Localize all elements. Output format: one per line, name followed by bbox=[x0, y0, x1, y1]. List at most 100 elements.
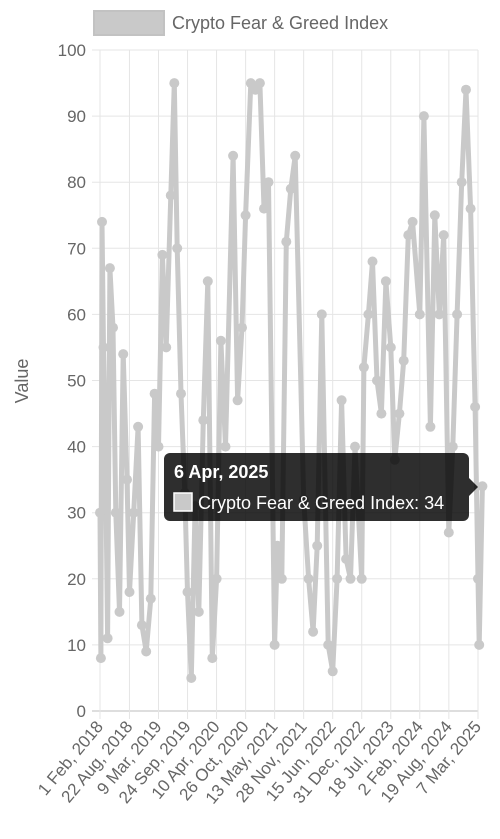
tooltip-swatch bbox=[173, 492, 193, 512]
data-point bbox=[240, 210, 251, 221]
data-point bbox=[128, 507, 139, 518]
data-point bbox=[303, 573, 314, 584]
data-point bbox=[263, 177, 274, 188]
tooltip-box bbox=[164, 453, 469, 521]
data-point bbox=[157, 249, 168, 260]
legend-label[interactable]: Crypto Fear & Greed Index bbox=[172, 13, 388, 33]
data-point bbox=[176, 388, 186, 399]
tooltip-caret bbox=[469, 478, 478, 496]
tooltip-label: Crypto Fear & Greed Index: 34 bbox=[198, 493, 444, 513]
data-point bbox=[350, 441, 360, 452]
data-point bbox=[108, 322, 118, 333]
data-point bbox=[474, 639, 485, 650]
data-point bbox=[372, 375, 382, 386]
data-point bbox=[110, 507, 121, 518]
data-point bbox=[465, 203, 476, 214]
data-point bbox=[316, 309, 327, 320]
data-point bbox=[434, 309, 445, 320]
data-point bbox=[122, 474, 132, 485]
data-point bbox=[438, 230, 449, 241]
data-point bbox=[237, 322, 247, 333]
data-point bbox=[290, 150, 301, 161]
data-point bbox=[281, 236, 292, 247]
legend[interactable]: Crypto Fear & Greed Index bbox=[93, 10, 388, 36]
data-point bbox=[114, 606, 125, 617]
data-point bbox=[207, 653, 218, 664]
data-point bbox=[104, 263, 115, 274]
data-point bbox=[414, 309, 425, 320]
data-point bbox=[473, 573, 483, 584]
data-point bbox=[133, 421, 144, 432]
data-point bbox=[418, 111, 429, 122]
data-point bbox=[254, 78, 265, 89]
data-point bbox=[276, 573, 287, 584]
tooltip-title: 6 Apr, 2025 bbox=[174, 462, 268, 482]
data-point bbox=[259, 203, 269, 214]
data-point bbox=[429, 210, 440, 221]
series-fear-greed[interactable] bbox=[95, 78, 488, 683]
data-point bbox=[470, 401, 481, 412]
data-point bbox=[332, 573, 343, 584]
y-tick-label: 20 bbox=[67, 570, 86, 589]
y-tick-label: 80 bbox=[67, 173, 86, 192]
data-point bbox=[398, 355, 409, 366]
data-point bbox=[385, 342, 396, 353]
y-tick-label: 40 bbox=[67, 438, 86, 457]
data-point bbox=[477, 481, 488, 492]
data-point bbox=[452, 309, 463, 320]
y-tick-label: 0 bbox=[77, 702, 86, 721]
y-tick-label: 60 bbox=[67, 305, 86, 324]
data-point bbox=[161, 342, 172, 353]
data-point bbox=[403, 230, 414, 241]
data-point bbox=[182, 587, 193, 597]
data-point bbox=[172, 243, 183, 254]
data-point bbox=[367, 256, 378, 267]
data-point bbox=[141, 646, 152, 657]
y-tick-label: 50 bbox=[67, 372, 86, 391]
data-point bbox=[345, 573, 356, 584]
data-point bbox=[269, 639, 280, 650]
data-point bbox=[136, 620, 147, 631]
data-point bbox=[145, 593, 156, 604]
data-point bbox=[211, 573, 222, 584]
data-point bbox=[363, 309, 374, 320]
data-point bbox=[100, 441, 111, 452]
data-point bbox=[193, 606, 204, 617]
data-point bbox=[341, 554, 352, 564]
data-point bbox=[228, 150, 239, 161]
data-point bbox=[149, 388, 160, 399]
y-tick-label: 10 bbox=[67, 636, 86, 655]
data-point bbox=[232, 395, 243, 406]
data-point bbox=[153, 441, 164, 452]
data-point bbox=[407, 216, 418, 227]
legend-swatch[interactable] bbox=[93, 10, 165, 36]
data-point bbox=[165, 190, 176, 201]
data-point bbox=[98, 342, 109, 353]
y-tick-label: 30 bbox=[67, 504, 86, 523]
data-point bbox=[312, 540, 323, 551]
data-point bbox=[394, 408, 405, 419]
data-point bbox=[285, 183, 296, 194]
y-tick-label: 90 bbox=[67, 107, 86, 126]
y-axis-title: Value bbox=[12, 359, 32, 404]
data-point bbox=[169, 78, 180, 89]
data-point bbox=[461, 84, 471, 95]
y-axis: 0 10 20 30 40 50 60 70 80 90 100 bbox=[58, 41, 86, 721]
data-point bbox=[323, 639, 334, 650]
data-point bbox=[97, 216, 107, 227]
tooltip: 6 Apr, 2025 Crypto Fear & Greed Index: 3… bbox=[164, 453, 478, 521]
y-tick-label: 100 bbox=[58, 41, 86, 60]
data-point bbox=[124, 587, 135, 597]
data-point bbox=[425, 421, 436, 432]
data-point bbox=[380, 276, 391, 287]
data-point bbox=[456, 177, 467, 188]
y-tick-label: 70 bbox=[67, 239, 86, 258]
data-point bbox=[358, 362, 369, 373]
data-point bbox=[356, 573, 367, 584]
data-point bbox=[376, 408, 387, 419]
data-point bbox=[95, 653, 106, 664]
data-point bbox=[308, 626, 319, 637]
